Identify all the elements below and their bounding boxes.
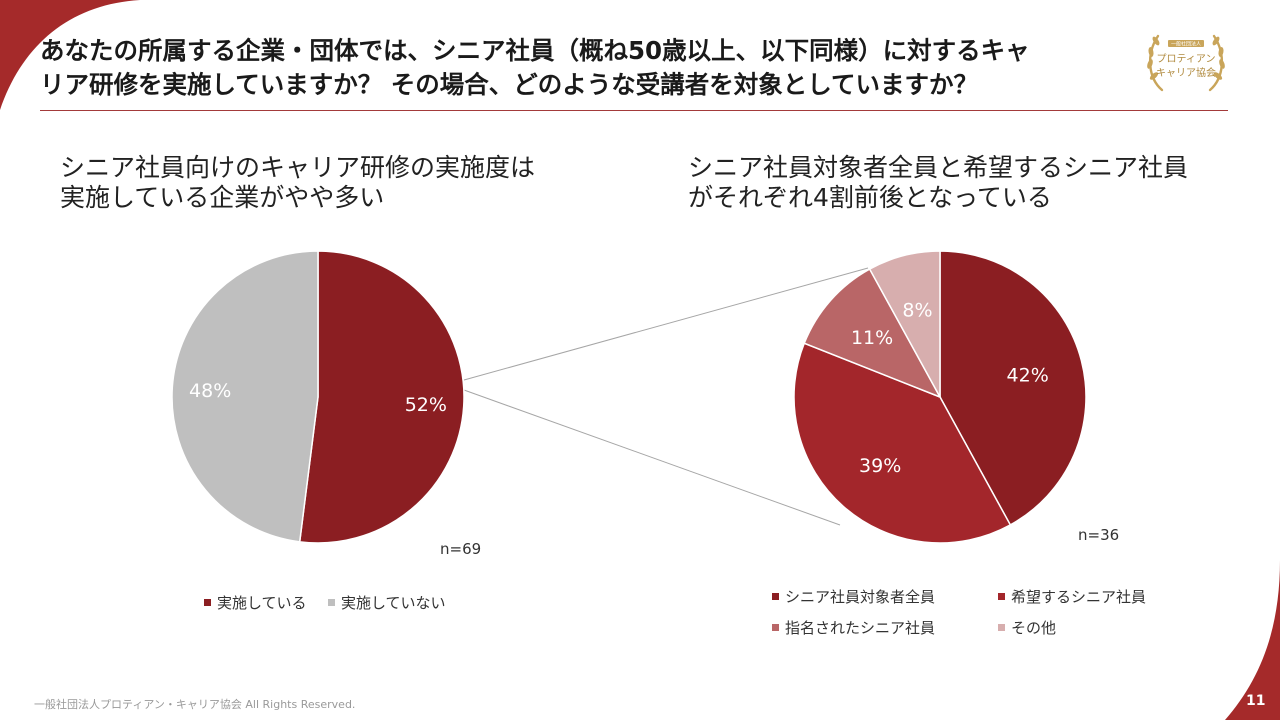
bottom-right-corner-decoration	[1225, 560, 1280, 720]
legend-label: 指名されたシニア社員	[785, 619, 936, 637]
pie-chart-target-participants: 42% 39% 11% 8%	[793, 250, 1087, 544]
pie-slice	[803, 268, 942, 399]
page-number: 11	[1246, 693, 1266, 709]
legend-label: 実施していない	[341, 594, 446, 612]
left-heading-line-1: シニア社員向けのキャリア研修の実施度は	[60, 153, 536, 182]
right-heading-line-1: シニア社員対象者全員と希望するシニア社員	[688, 153, 1189, 182]
legend-label: シニア社員対象者全員	[785, 588, 936, 606]
pie-slice-label: 48%	[189, 380, 231, 402]
legend-swatch	[998, 624, 1005, 631]
pie-slice	[171, 250, 319, 543]
sample-size-right: n=36	[1078, 526, 1119, 544]
connector-lines	[463, 267, 869, 526]
legend-label: その他	[1011, 619, 1057, 637]
page-title: あなたの所属する企業・団体では、シニア社員（概ね50歳以上、以下同様）に対するキ…	[40, 34, 1140, 102]
left-heading-line-2: 実施している企業がやや多い	[60, 183, 385, 212]
connector-line	[463, 389, 841, 526]
legend-label: 希望するシニア社員	[1011, 588, 1147, 606]
legend-item: シニア社員対象者全員	[772, 586, 935, 607]
association-logo: 一般社団法人 プロティアン キャリア協会	[1147, 34, 1225, 92]
pie-slice-label: 39%	[859, 455, 901, 477]
pie-slice-label: 11%	[851, 327, 893, 349]
pie-slice-label: 52%	[405, 394, 447, 416]
logo-line-2: キャリア協会	[1156, 66, 1216, 79]
pie-chart-implementation: 52% 48%	[171, 250, 465, 544]
right-chart-heading: シニア社員対象者全員と希望するシニア社員 がそれぞれ4割前後となっている	[688, 153, 1248, 213]
legend-label: 実施している	[217, 594, 307, 612]
pie-slice	[939, 250, 1087, 526]
pie-slice	[868, 250, 941, 398]
logo-top-text: 一般社団法人	[1171, 41, 1201, 48]
right-heading-line-2: がそれぞれ4割前後となっている	[688, 183, 1052, 212]
legend-item: 実施している	[204, 592, 307, 613]
legend-swatch	[772, 624, 779, 631]
left-chart-heading: シニア社員向けのキャリア研修の実施度は 実施している企業がやや多い	[60, 153, 620, 213]
pie-slice	[793, 342, 1012, 544]
legend-item: その他	[998, 617, 1056, 638]
connector-line	[463, 267, 869, 381]
pie-slice	[298, 250, 465, 544]
legend-swatch	[204, 599, 211, 606]
top-left-corner-decoration	[0, 0, 140, 110]
title-line-2: リア研修を実施していますか？ その場合、どのような受講者を対象としていますか？	[40, 70, 979, 99]
pie-slice-label: 8%	[902, 299, 932, 321]
legend-swatch	[772, 593, 779, 600]
title-underline	[40, 110, 1228, 111]
pie-slice-label: 42%	[1007, 364, 1049, 386]
copyright-notice: 一般社団法人プロティアン・キャリア協会 All Rights Reserved.	[34, 698, 356, 711]
legend-swatch	[998, 593, 1005, 600]
legend-item: 希望するシニア社員	[998, 586, 1146, 607]
title-line-1: あなたの所属する企業・団体では、シニア社員（概ね50歳以上、以下同様）に対するキ…	[40, 36, 1030, 65]
logo-line-1: プロティアン	[1157, 53, 1216, 65]
legend-item: 指名されたシニア社員	[772, 617, 935, 638]
legend-swatch	[328, 599, 335, 606]
sample-size-left: n=69	[440, 540, 481, 558]
legend-item: 実施していない	[328, 592, 446, 613]
